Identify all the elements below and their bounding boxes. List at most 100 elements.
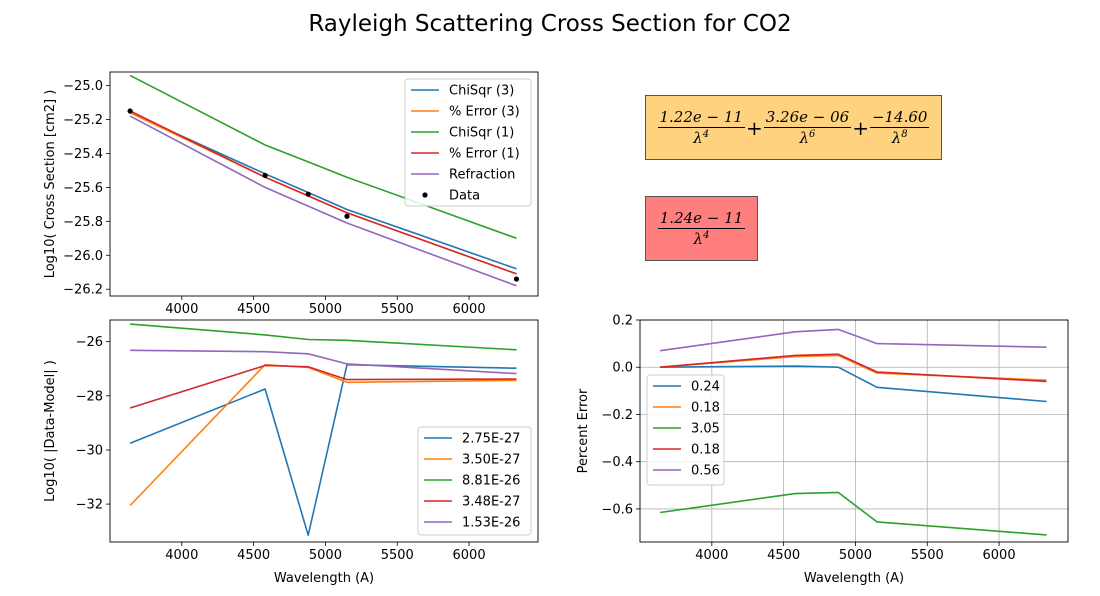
series-line — [129, 115, 517, 287]
legend-label: 0.24 — [691, 380, 720, 395]
y-tick-label: 0.0 — [612, 361, 633, 376]
series-line — [129, 74, 517, 240]
y-tick-label: −0.4 — [601, 455, 633, 470]
y-tick-label: −25.8 — [63, 215, 103, 230]
legend-label: 1.53E-26 — [462, 516, 520, 531]
log-residual-chart: 4000 4500 5000 5500 6000 −26 −28 −30 −32 Waveleng… — [43, 319, 539, 586]
x-tick-label: 4000 — [165, 302, 198, 317]
legend-label: ChiSqr (1) — [449, 126, 514, 141]
series-line — [659, 328, 1047, 352]
numerator: −14.60 — [869, 108, 930, 128]
series-line — [129, 364, 517, 409]
y-axis-label: Log10( |Data-Model| ) — [43, 360, 58, 502]
series-line — [129, 363, 517, 537]
plus-sign: + — [745, 115, 763, 140]
denominator: λ4 — [693, 129, 710, 147]
x-tick-label: 5500 — [381, 548, 414, 563]
x-tick-label: 5000 — [309, 302, 342, 317]
figure-title: Rayleigh Scattering Cross Section for CO… — [308, 11, 791, 37]
fraction-term: 1.22e − 11 λ4 — [657, 108, 745, 147]
data-point — [262, 172, 268, 179]
plot-frame — [109, 319, 539, 543]
y-axis-label: Log10( Cross Section [cm2] ) — [43, 90, 58, 279]
x-tick-label: 4500 — [237, 302, 270, 317]
exponent: 4 — [703, 230, 710, 241]
exponent: 4 — [702, 129, 710, 140]
series-line — [660, 365, 1047, 403]
x-tick-label: 6000 — [983, 548, 1016, 563]
series-line — [130, 323, 517, 351]
data-point — [305, 191, 311, 197]
x-tick-label: 4000 — [165, 548, 198, 563]
y-tick-label: −26.0 — [63, 249, 103, 264]
legend-label: ChiSqr (3) — [449, 84, 514, 99]
series-line — [130, 349, 517, 375]
x-tick-label: 5000 — [309, 548, 342, 563]
fraction-term: −14.60 λ8 — [869, 108, 930, 147]
y-tick-label: −25.2 — [63, 113, 103, 128]
series-line — [660, 353, 1047, 383]
x-tick-label: 5500 — [911, 548, 944, 563]
data-point — [513, 276, 520, 282]
y-tick-label: 0.2 — [612, 314, 633, 329]
plus-sign: + — [852, 115, 869, 140]
y-tick-label: −32 — [76, 498, 103, 513]
legend-label: 8.81E-26 — [462, 474, 520, 489]
y-tick-label: −25.0 — [63, 79, 103, 94]
fraction-term: 3.26e − 06 λ6 — [763, 108, 852, 147]
denominator: λ8 — [891, 129, 908, 147]
x-tick-label: 4500 — [767, 548, 800, 563]
data-point — [127, 108, 133, 114]
series-line — [659, 491, 1047, 536]
legend-label: 0.18 — [691, 443, 720, 458]
plot-frame — [109, 71, 539, 297]
legend: ChiSqr (3) % Error (3) ChiSqr (1) % Error (… — [404, 78, 532, 207]
x-tick-label: 6000 — [453, 302, 486, 317]
fit1-formula-box: 1.24e − 11 λ4 — [645, 196, 758, 261]
legend-label: Refraction — [449, 168, 515, 183]
legend-marker — [422, 192, 428, 198]
x-tick-label: 5500 — [381, 302, 414, 317]
data-point — [344, 213, 350, 219]
x-tick-label: 4500 — [237, 548, 270, 563]
fit3-formula-box: 1.22e − 11 λ4 +3.26e − 06 λ6 + −14.60 λ8 — [645, 95, 942, 160]
fraction-term: 1.24e − 11 λ4 — [657, 209, 746, 248]
y-tick-label: −25.6 — [63, 181, 103, 196]
legend-label: 0.56 — [691, 464, 720, 479]
legend: 0.24 0.18 3.05 0.18 0.56 — [646, 374, 725, 486]
legend-label: % Error (3) — [449, 105, 520, 120]
legend-label: % Error (1) — [449, 147, 520, 162]
denominator: λ4 — [693, 230, 710, 248]
legend-label: 2.75E-27 — [462, 432, 520, 447]
y-tick-label: −0.6 — [601, 502, 633, 517]
percent-error-chart: 4000 4500 5000 5500 6000 0.2 0.0 −0.2 −0.4 −0.6 Wa… — [576, 314, 1069, 586]
y-tick-label: −0.2 — [601, 408, 633, 423]
legend-label: 0.18 — [691, 401, 720, 416]
numerator: 3.26e − 06 — [763, 108, 852, 128]
cross-section-chart: 4000 4500 5000 5500 6000 −25.0 −25.2 −25.4 −25.6… — [43, 71, 539, 317]
x-tick-label: 4000 — [695, 548, 728, 563]
exponent: 8 — [901, 129, 908, 140]
x-axis-label: Wavelength (A) — [274, 571, 374, 586]
legend-label: 3.50E-27 — [462, 453, 520, 468]
y-tick-label: −26 — [76, 335, 103, 350]
exponent: 6 — [809, 129, 816, 140]
y-axis-label: Percent Error — [576, 388, 591, 473]
numerator: 1.24e − 11 — [657, 209, 746, 229]
y-tick-label: −26.2 — [63, 283, 103, 298]
x-axis-label: Wavelength (A) — [804, 571, 904, 586]
legend-label: Data — [449, 189, 480, 204]
plot-frame — [639, 319, 1069, 543]
y-tick-label: −28 — [76, 389, 103, 404]
numerator: 1.22e − 11 — [657, 108, 745, 128]
legend-label: 3.05 — [691, 422, 720, 437]
denominator: λ6 — [799, 129, 816, 147]
y-tick-label: −30 — [76, 443, 103, 458]
legend: 2.75E-27 3.50E-27 8.81E-26 3.48E-27 1.53E-26 — [417, 426, 532, 536]
legend-label: 3.48E-27 — [462, 495, 520, 510]
x-tick-label: 6000 — [453, 548, 486, 563]
legend-frame — [646, 374, 725, 486]
y-tick-label: −25.4 — [63, 147, 103, 162]
legend-frame — [417, 426, 532, 536]
